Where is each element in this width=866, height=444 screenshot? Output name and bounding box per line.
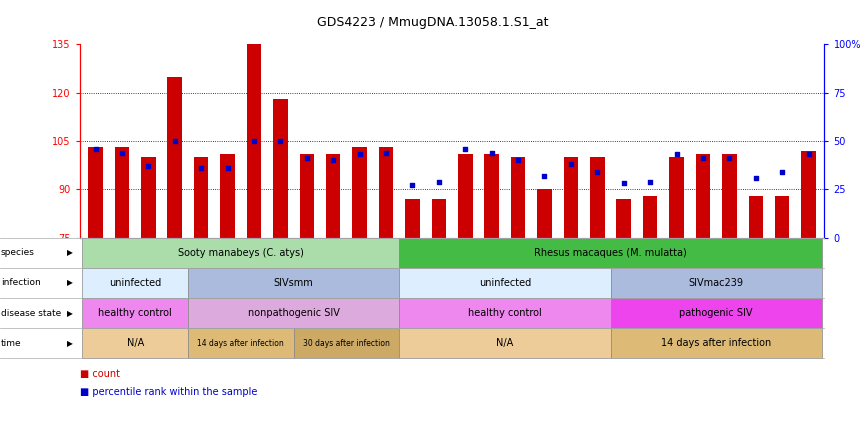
Bar bbox=[194, 157, 209, 238]
Bar bbox=[247, 44, 262, 238]
Bar bbox=[378, 147, 393, 238]
Point bbox=[643, 178, 657, 185]
Bar bbox=[431, 199, 446, 238]
Point bbox=[168, 138, 182, 145]
Bar bbox=[458, 154, 473, 238]
Point bbox=[326, 157, 340, 164]
Bar bbox=[405, 199, 420, 238]
Point bbox=[379, 149, 393, 156]
Bar bbox=[273, 99, 288, 238]
Text: N/A: N/A bbox=[126, 338, 144, 348]
Text: 14 days after infection: 14 days after infection bbox=[661, 338, 772, 348]
Text: ▶: ▶ bbox=[67, 278, 73, 287]
Point bbox=[274, 138, 288, 145]
Bar bbox=[801, 151, 816, 238]
Bar bbox=[484, 154, 499, 238]
Point bbox=[617, 180, 630, 187]
Bar bbox=[643, 196, 657, 238]
Text: species: species bbox=[1, 248, 35, 257]
Bar bbox=[537, 189, 552, 238]
Bar bbox=[722, 154, 737, 238]
Text: nonpathogenic SIV: nonpathogenic SIV bbox=[248, 308, 339, 318]
Point bbox=[722, 155, 736, 162]
Bar bbox=[669, 157, 684, 238]
Bar bbox=[220, 154, 235, 238]
Point bbox=[432, 178, 446, 185]
Bar bbox=[564, 157, 578, 238]
Text: 30 days after infection: 30 days after infection bbox=[303, 339, 390, 348]
Bar bbox=[88, 147, 103, 238]
Text: ■ count: ■ count bbox=[80, 369, 120, 380]
Bar bbox=[590, 157, 604, 238]
Text: ■ percentile rank within the sample: ■ percentile rank within the sample bbox=[80, 387, 257, 397]
Bar bbox=[141, 157, 156, 238]
Point bbox=[564, 161, 578, 168]
Text: 14 days after infection: 14 days after infection bbox=[197, 339, 284, 348]
Point bbox=[696, 155, 710, 162]
Text: ▶: ▶ bbox=[67, 309, 73, 317]
Text: ▶: ▶ bbox=[67, 339, 73, 348]
Bar bbox=[617, 199, 631, 238]
Point bbox=[247, 138, 261, 145]
Bar bbox=[300, 154, 314, 238]
Bar bbox=[748, 196, 763, 238]
Text: GDS4223 / MmugDNA.13058.1.S1_at: GDS4223 / MmugDNA.13058.1.S1_at bbox=[317, 16, 549, 28]
Bar bbox=[352, 147, 367, 238]
Bar bbox=[695, 154, 710, 238]
Point bbox=[802, 151, 816, 158]
Point bbox=[511, 157, 525, 164]
Point bbox=[141, 163, 155, 170]
Point bbox=[591, 168, 604, 175]
Text: Rhesus macaques (M. mulatta): Rhesus macaques (M. mulatta) bbox=[534, 248, 687, 258]
Text: SIVsmm: SIVsmm bbox=[274, 278, 313, 288]
Bar bbox=[114, 147, 129, 238]
Text: healthy control: healthy control bbox=[98, 308, 172, 318]
Point bbox=[485, 149, 499, 156]
Text: pathogenic SIV: pathogenic SIV bbox=[680, 308, 753, 318]
Bar bbox=[326, 154, 340, 238]
Point bbox=[669, 151, 683, 158]
Bar bbox=[511, 157, 526, 238]
Point bbox=[352, 151, 366, 158]
Point bbox=[538, 172, 552, 179]
Text: healthy control: healthy control bbox=[468, 308, 542, 318]
Text: uninfected: uninfected bbox=[109, 278, 161, 288]
Text: disease state: disease state bbox=[1, 309, 61, 317]
Text: ▶: ▶ bbox=[67, 248, 73, 257]
Point bbox=[775, 168, 789, 175]
Text: Sooty manabeys (C. atys): Sooty manabeys (C. atys) bbox=[178, 248, 304, 258]
Point bbox=[115, 149, 129, 156]
Text: N/A: N/A bbox=[496, 338, 514, 348]
Point bbox=[300, 155, 313, 162]
Bar bbox=[775, 196, 790, 238]
Text: time: time bbox=[1, 339, 22, 348]
Point bbox=[194, 164, 208, 171]
Text: uninfected: uninfected bbox=[479, 278, 531, 288]
Text: SIVmac239: SIVmac239 bbox=[688, 278, 744, 288]
Text: infection: infection bbox=[1, 278, 41, 287]
Point bbox=[405, 182, 419, 189]
Point bbox=[458, 145, 472, 152]
Point bbox=[221, 164, 235, 171]
Bar bbox=[167, 77, 182, 238]
Point bbox=[88, 145, 102, 152]
Point bbox=[749, 174, 763, 181]
